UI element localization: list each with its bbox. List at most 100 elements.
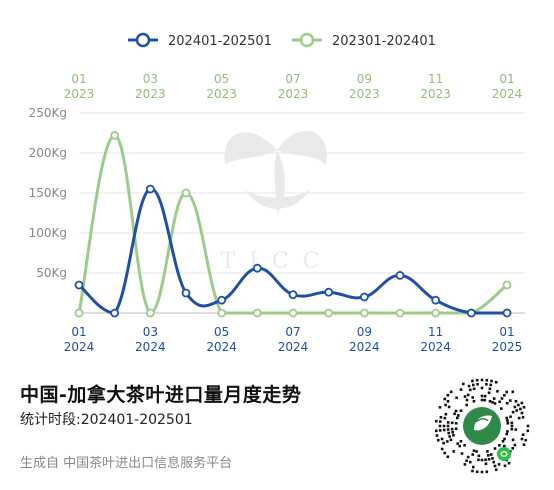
qr-dot [521, 433, 525, 437]
qr-dot [485, 378, 489, 382]
x-tick-year: 2025 [492, 340, 523, 354]
qr-dot [526, 429, 530, 433]
data-point [217, 308, 227, 318]
qr-dot [465, 459, 468, 463]
qr-dot [471, 465, 475, 469]
qr-dot [451, 430, 454, 434]
qr-dot [491, 400, 494, 404]
qr-dot [471, 383, 475, 387]
x-tick-month: 01 [499, 325, 514, 339]
y-tick-label: 50Kg [36, 266, 67, 280]
legend-label: 202401-202501 [168, 34, 272, 49]
qr-dot [509, 415, 512, 419]
x-tick-year: 2024 [349, 340, 380, 354]
qr-dot [485, 382, 488, 386]
qr-dot [483, 394, 487, 398]
qr-dot [467, 384, 471, 388]
mini-program-qr-icon[interactable] [430, 374, 534, 478]
qr-dot [456, 414, 460, 417]
qr-dot [501, 439, 505, 443]
qr-dot [480, 458, 484, 462]
qr-dot [526, 424, 530, 428]
data-point [74, 308, 84, 318]
qr-dot [489, 383, 493, 387]
qr-dot [493, 447, 497, 450]
qr-dot [434, 419, 438, 423]
data-point [502, 308, 512, 318]
x-tick-year: 2024 [64, 340, 95, 354]
x-tick-month: 09 [357, 325, 372, 339]
qr-dot [465, 398, 469, 402]
qr-dot [438, 424, 442, 428]
qr-dot [510, 424, 514, 428]
series-line [77, 133, 508, 315]
data-point [502, 280, 512, 290]
footer: 中国-加拿大茶叶进口量月度走势 统计时段:202401-202501 生成自 中… [0, 362, 554, 490]
qr-dot [506, 430, 509, 433]
top-tick-month: 01 [71, 72, 86, 86]
x-tick-year: 2024 [420, 340, 451, 354]
top-tick-month: 09 [357, 72, 372, 86]
qr-dot [500, 397, 504, 400]
y-tick-label: 200Kg [29, 146, 67, 160]
x-tick-year: 2024 [206, 340, 237, 354]
data-point [324, 287, 334, 297]
x-tick-month: 11 [428, 325, 443, 339]
qr-dot [502, 444, 506, 448]
chart-subtitle: 统计时段:202401-202501 [20, 412, 193, 428]
data-point [217, 295, 227, 305]
x-tick-year: 2024 [278, 340, 309, 354]
qr-dot [480, 386, 484, 390]
qr-dot [471, 379, 474, 383]
qr-dot [449, 390, 453, 394]
qr-dot [455, 416, 459, 420]
qr-dot [505, 432, 509, 436]
data-point [359, 308, 369, 318]
qr-dot [480, 398, 484, 402]
qr-dot [503, 464, 507, 468]
qr-dot [513, 405, 517, 409]
qr-dot [511, 447, 515, 450]
qr-dot [434, 429, 438, 433]
qr-dot [443, 451, 447, 455]
qr-dot [480, 470, 484, 474]
qr-dot [515, 409, 519, 412]
qr-dot [513, 443, 517, 447]
qr-dot [496, 389, 499, 393]
qr-dot [517, 416, 521, 420]
qr-dot [456, 442, 460, 445]
data-point [74, 280, 84, 290]
qr-dot [446, 400, 450, 403]
qr-dot [447, 431, 451, 435]
qr-dot [438, 429, 442, 432]
qr-dot [452, 450, 456, 453]
qr-dot [446, 393, 450, 397]
qr-dot [461, 382, 465, 386]
qr-dot [466, 455, 470, 459]
qr-dot [472, 399, 476, 403]
legend-label: 202301-202401 [332, 34, 436, 49]
x-tick-month: 03 [143, 325, 158, 339]
qr-dot [439, 415, 443, 419]
qr-dot [442, 428, 446, 432]
qr-dot [520, 411, 524, 415]
legend-item: 202401-202501 [128, 32, 272, 49]
data-point [252, 263, 262, 273]
y-tick-label: 250Kg [29, 106, 67, 120]
qr-dot [510, 427, 514, 431]
qr-dot [443, 397, 447, 401]
qr-dot [492, 460, 496, 464]
qr-dot [490, 379, 493, 383]
qr-dot [438, 420, 442, 423]
qr-dot [484, 462, 488, 466]
data-point [181, 188, 191, 198]
top-tick-month: 05 [214, 72, 229, 86]
qr-dot [440, 437, 444, 441]
top-tick-year: 2023 [420, 87, 451, 101]
qr-dot [454, 421, 458, 425]
x-tick-month: 05 [214, 325, 229, 339]
qr-dot [511, 410, 515, 414]
x-tick-month: 07 [285, 325, 300, 339]
legend-item: 202301-202401 [292, 32, 436, 49]
qr-dot [472, 449, 476, 453]
